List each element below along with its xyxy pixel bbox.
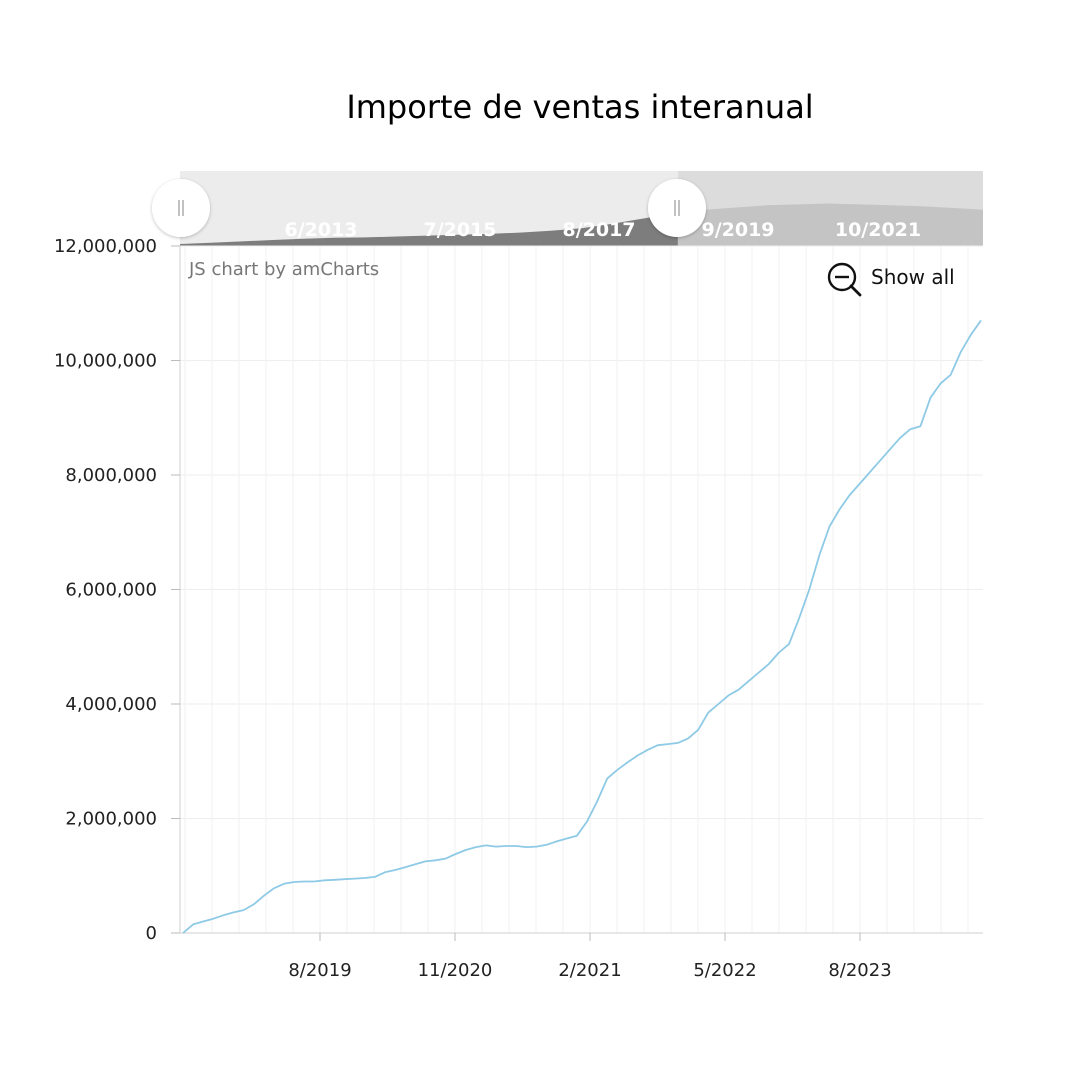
series-line [182,319,982,934]
x-axis: 8/2019 11/2020 2/2021 5/2022 8/2023 [288,933,892,981]
scrollbar-label: 7/2015 [423,219,496,241]
y-axis: 0 2,000,000 4,000,000 6,000,000 8,000,000 10,… [54,236,180,944]
show-all-label[interactable]: Show all [871,265,955,289]
scrollbar-series-area-selected [180,212,678,246]
show-all-button[interactable]: Show all [827,262,955,297]
zoom-out-icon[interactable] [827,262,862,297]
y-tick-label: 6,000,000 [65,580,157,601]
amcharts-credit-link[interactable]: JS chart by amCharts [188,259,379,280]
y-tick-label: 10,000,000 [54,351,157,372]
grid [180,245,983,933]
y-tick-label: 12,000,000 [54,236,157,257]
scrollbar-label: 6/2013 [284,219,357,241]
scrollbar-label: 10/2021 [835,219,921,241]
scrollbar[interactable]: 6/2013 7/2015 8/2017 9/2019 10/2021 [180,171,983,246]
scrollbar-labels: 6/2013 7/2015 8/2017 9/2019 10/2021 [284,219,921,241]
scrollbar-series-area-unselected [677,203,983,246]
scrollbar-right-grip[interactable] [648,179,706,237]
y-tick-label: 2,000,000 [65,809,157,830]
x-tick-label: 5/2022 [693,960,756,981]
x-tick-label: 2/2021 [558,960,621,981]
y-tick-label: 0 [146,923,157,944]
x-tick-label: 8/2023 [828,960,891,981]
x-tick-label: 8/2019 [288,960,351,981]
y-tick-label: 4,000,000 [65,694,157,715]
chart-title: Importe de ventas interanual [346,88,813,126]
scrollbar-left-grip[interactable] [152,179,210,237]
scrollbar-label: 9/2019 [701,219,774,241]
scrollbar-label: 8/2017 [562,219,635,241]
y-tick-label: 8,000,000 [65,465,157,486]
x-tick-label: 11/2020 [418,960,493,981]
